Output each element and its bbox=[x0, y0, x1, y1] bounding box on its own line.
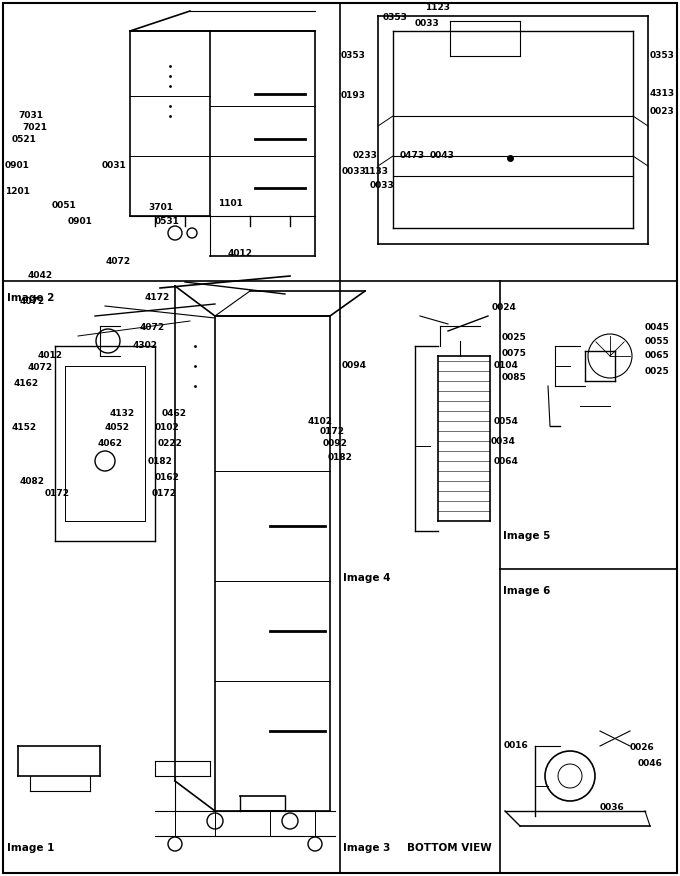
Text: 4172: 4172 bbox=[145, 293, 170, 302]
Text: 0162: 0162 bbox=[155, 474, 180, 483]
Text: 0353: 0353 bbox=[341, 52, 366, 60]
Text: 0036: 0036 bbox=[600, 803, 625, 813]
Text: 0233: 0233 bbox=[353, 152, 378, 160]
Text: 0473: 0473 bbox=[400, 152, 425, 160]
Text: 4072: 4072 bbox=[20, 296, 45, 306]
Text: 0531: 0531 bbox=[155, 216, 180, 225]
Text: 4072: 4072 bbox=[140, 323, 165, 333]
Text: 7021: 7021 bbox=[22, 124, 47, 132]
Text: 0102: 0102 bbox=[155, 423, 180, 433]
Text: 0172: 0172 bbox=[152, 490, 177, 498]
Text: 4012: 4012 bbox=[228, 250, 253, 258]
Text: 0085: 0085 bbox=[502, 373, 527, 383]
Text: 0051: 0051 bbox=[52, 201, 77, 210]
Text: 4152: 4152 bbox=[12, 423, 37, 433]
Text: 4072: 4072 bbox=[28, 364, 53, 372]
Text: 1133: 1133 bbox=[363, 166, 388, 175]
Text: 4062: 4062 bbox=[98, 440, 123, 449]
Text: Image 4: Image 4 bbox=[343, 573, 391, 583]
Text: 0172: 0172 bbox=[320, 427, 345, 435]
Text: 4102: 4102 bbox=[308, 416, 333, 426]
Text: 0033: 0033 bbox=[370, 181, 395, 190]
Text: 0064: 0064 bbox=[494, 456, 519, 465]
Text: 3701: 3701 bbox=[148, 203, 173, 213]
Text: 4072: 4072 bbox=[106, 257, 131, 265]
Text: 0025: 0025 bbox=[645, 366, 670, 376]
Text: 0033: 0033 bbox=[415, 18, 440, 27]
Text: 0172: 0172 bbox=[45, 490, 70, 498]
Text: 0075: 0075 bbox=[502, 349, 527, 357]
Text: 0033: 0033 bbox=[342, 166, 367, 175]
Text: 7031: 7031 bbox=[18, 111, 43, 121]
Text: 4313: 4313 bbox=[650, 88, 675, 97]
Text: 0023: 0023 bbox=[650, 107, 675, 116]
Text: 1101: 1101 bbox=[218, 200, 243, 208]
Text: 4302: 4302 bbox=[133, 342, 158, 350]
Text: 0045: 0045 bbox=[645, 323, 670, 333]
Text: 0353: 0353 bbox=[383, 13, 408, 23]
Text: Image 1: Image 1 bbox=[7, 843, 54, 853]
Text: 0193: 0193 bbox=[341, 91, 366, 101]
Text: 0031: 0031 bbox=[102, 161, 126, 171]
Text: 1123: 1123 bbox=[425, 4, 450, 12]
Text: 4042: 4042 bbox=[28, 272, 53, 280]
Text: 0222: 0222 bbox=[158, 440, 183, 449]
Text: 0901: 0901 bbox=[68, 216, 93, 225]
Text: BOTTOM VIEW: BOTTOM VIEW bbox=[407, 843, 492, 853]
Text: 0025: 0025 bbox=[502, 334, 527, 343]
Text: Image 2: Image 2 bbox=[7, 293, 54, 303]
Text: 0026: 0026 bbox=[630, 744, 655, 752]
Text: 0353: 0353 bbox=[650, 52, 675, 60]
Text: 0034: 0034 bbox=[491, 436, 516, 446]
Text: 4132: 4132 bbox=[110, 409, 135, 419]
Text: 0043: 0043 bbox=[430, 152, 455, 160]
Text: 0521: 0521 bbox=[12, 136, 37, 145]
Text: 0901: 0901 bbox=[5, 161, 30, 171]
Text: 0462: 0462 bbox=[162, 408, 187, 418]
Text: 0054: 0054 bbox=[494, 416, 519, 426]
Text: 1201: 1201 bbox=[5, 187, 30, 195]
Text: 0182: 0182 bbox=[328, 454, 353, 463]
Text: Image 3: Image 3 bbox=[343, 843, 391, 853]
Text: 0055: 0055 bbox=[645, 336, 670, 345]
Text: 0065: 0065 bbox=[645, 351, 670, 361]
Text: 0024: 0024 bbox=[492, 303, 517, 313]
Text: 4052: 4052 bbox=[105, 423, 130, 433]
Text: 0182: 0182 bbox=[148, 456, 173, 465]
Text: 4082: 4082 bbox=[20, 477, 45, 485]
Text: 0094: 0094 bbox=[342, 362, 367, 371]
Text: 0092: 0092 bbox=[323, 440, 348, 449]
Text: 4012: 4012 bbox=[38, 351, 63, 361]
Text: Image 6: Image 6 bbox=[503, 586, 551, 597]
Text: 0016: 0016 bbox=[504, 741, 529, 751]
Text: 0104: 0104 bbox=[494, 362, 519, 371]
Text: 0046: 0046 bbox=[638, 759, 663, 768]
Text: 4162: 4162 bbox=[14, 378, 39, 387]
Text: Image 5: Image 5 bbox=[503, 531, 551, 541]
